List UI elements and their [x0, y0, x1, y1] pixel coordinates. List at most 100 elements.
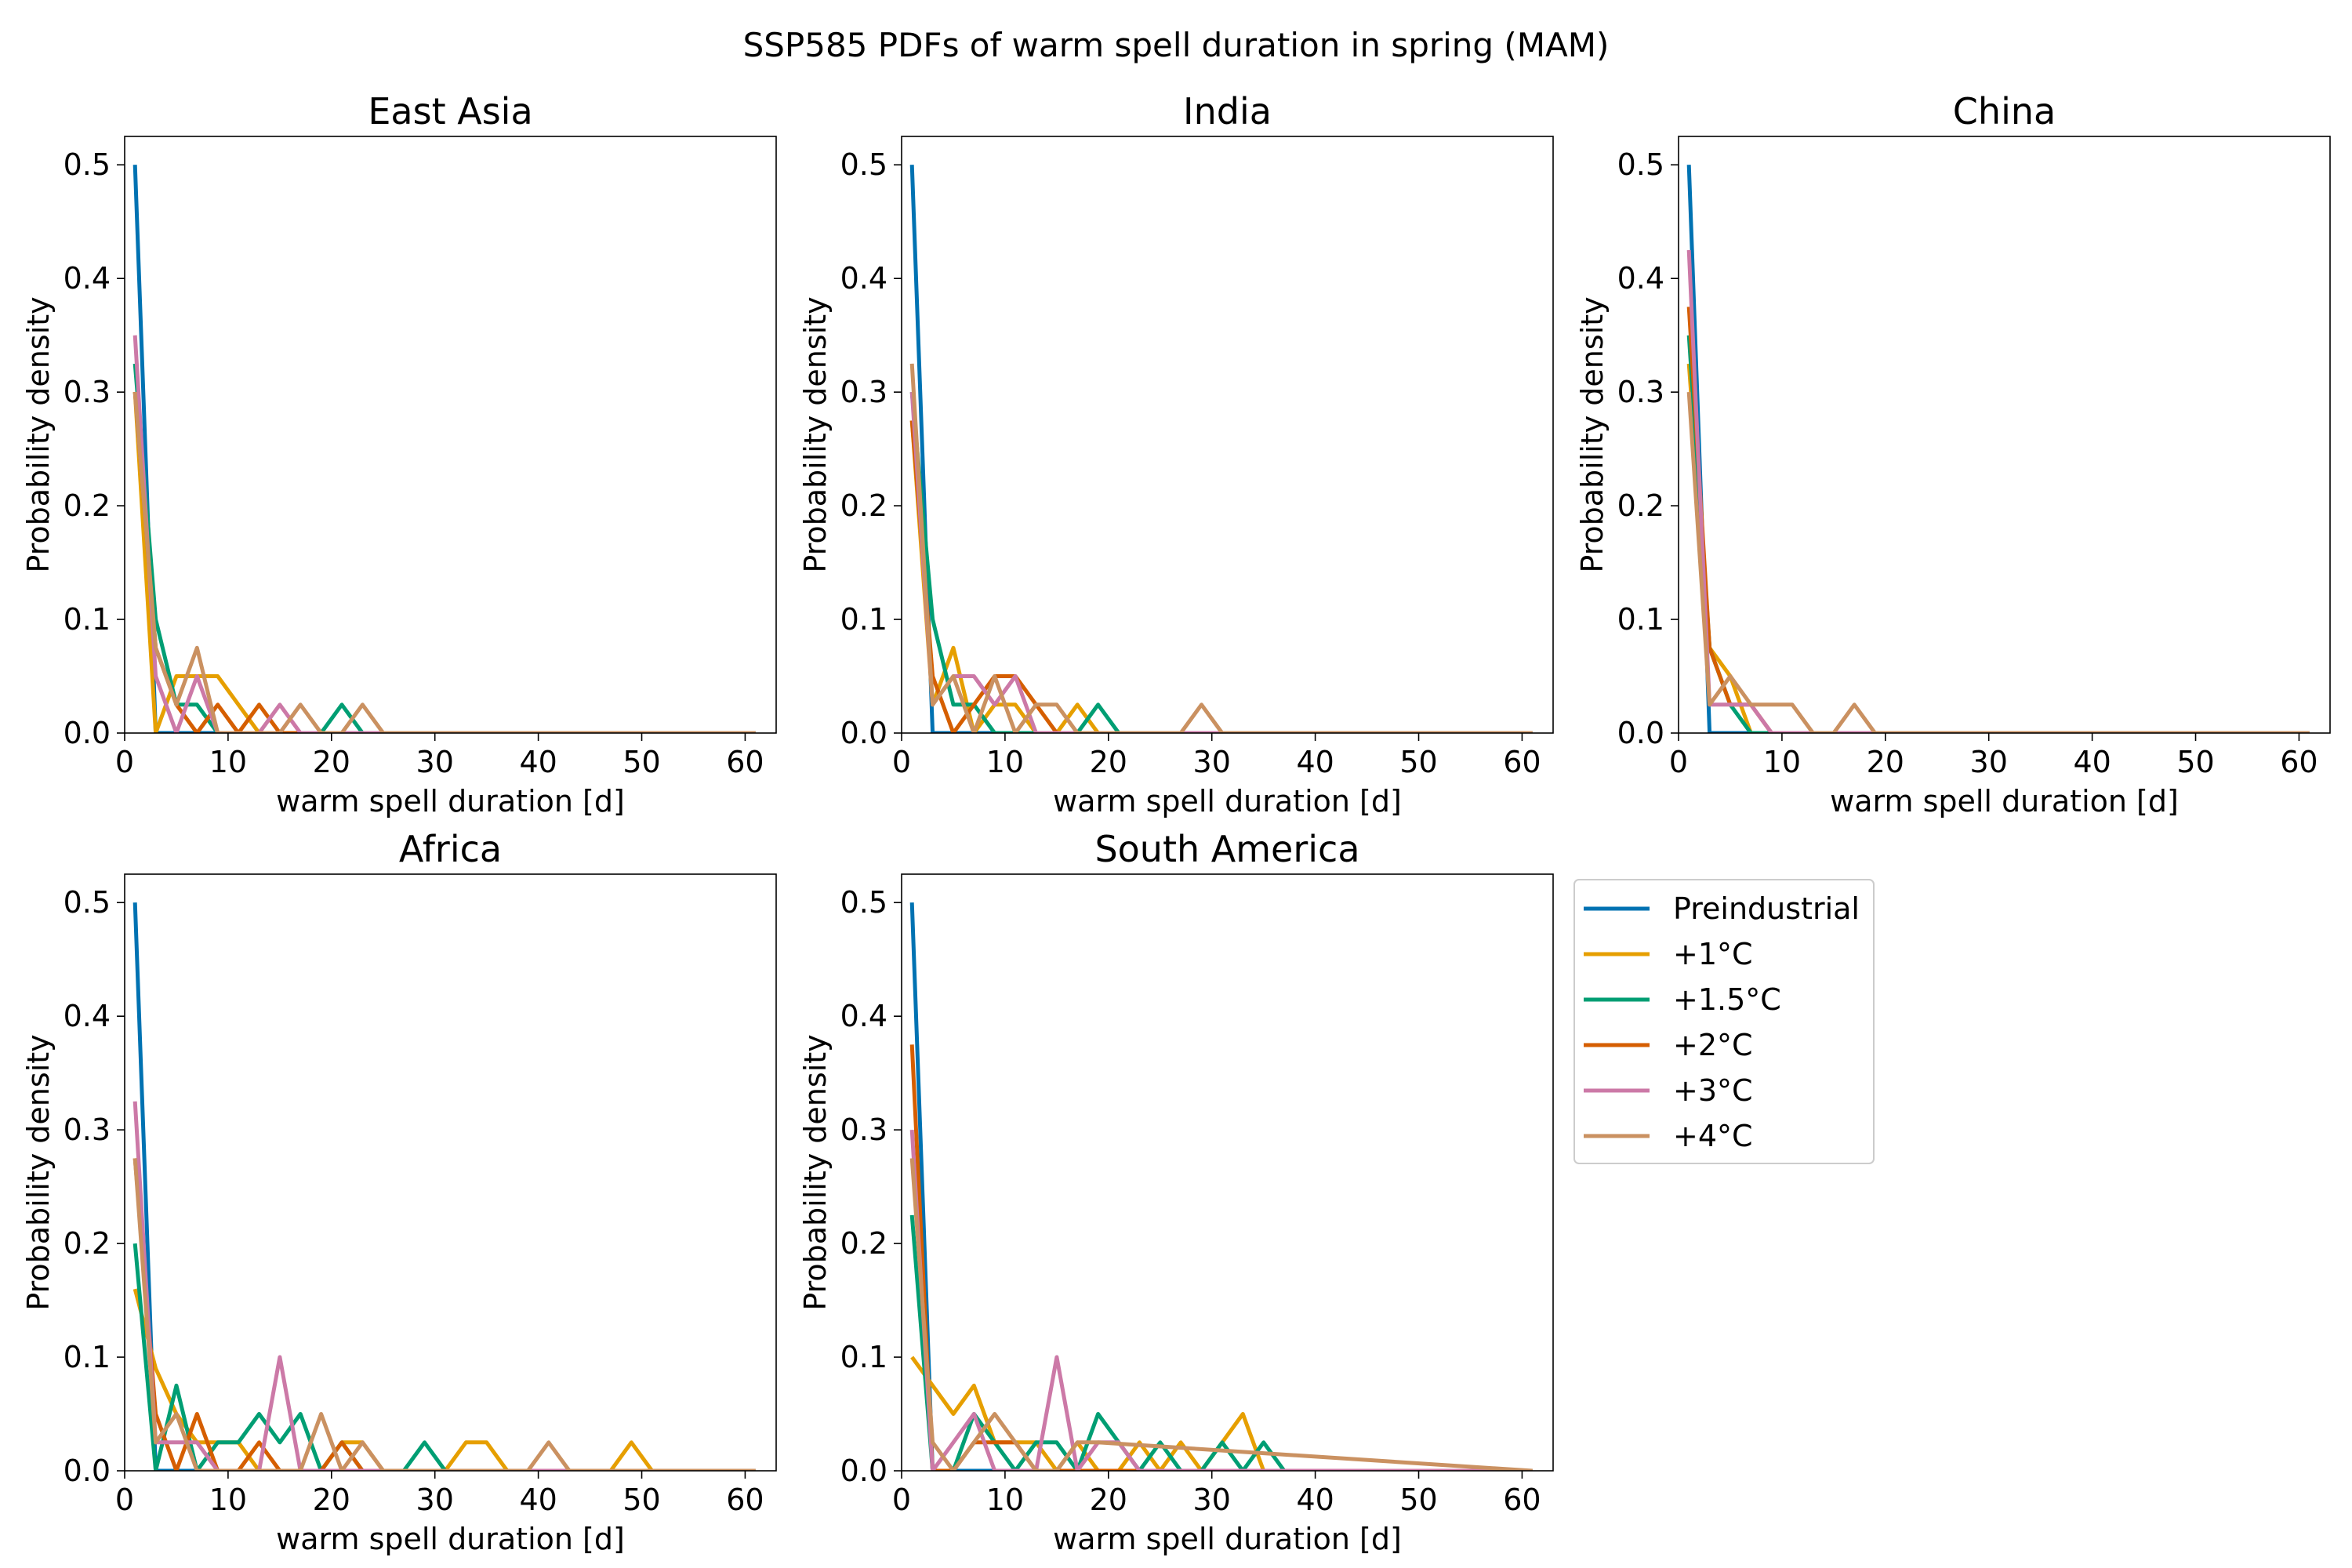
y-tick-label: 0.0	[64, 716, 111, 750]
series-line-plus-3c	[1686, 249, 2310, 733]
x-tick-label: 60	[1503, 745, 1541, 779]
series-line-plus-3c	[132, 1101, 756, 1471]
y-axis-label: Probability density	[21, 1034, 56, 1310]
y-tick-label: 0.1	[64, 602, 111, 637]
y-tick-label: 0.3	[840, 375, 887, 409]
x-tick-label: 30	[1193, 1483, 1231, 1517]
y-tick-label: 0.4	[64, 999, 111, 1033]
series-line-plus-2c	[1686, 307, 2310, 733]
series-line-plus-1c	[1686, 363, 2310, 733]
x-tick-label: 30	[1970, 745, 2008, 779]
legend-label-plus-4c: +4°C	[1673, 1119, 1753, 1153]
y-tick-label: 0.0	[1617, 716, 1664, 750]
x-tick-label: 40	[2073, 745, 2111, 779]
x-tick-label: 20	[313, 1483, 350, 1517]
y-tick-label: 0.1	[1617, 602, 1664, 637]
series-line-preindustrial	[909, 165, 1533, 733]
series-line-plus-1-5c	[132, 1243, 756, 1471]
x-tick-label: 60	[726, 745, 764, 779]
y-tick-label: 0.2	[1617, 488, 1664, 523]
x-tick-label: 0	[1669, 745, 1688, 779]
x-tick-label: 0	[892, 1483, 911, 1517]
x-tick-label: 20	[1090, 745, 1127, 779]
y-tick-label: 0.2	[64, 488, 111, 523]
y-axis-label: Probability density	[21, 296, 56, 572]
x-axis-label: warm spell duration [d]	[1053, 1522, 1402, 1556]
x-tick-label: 10	[1763, 745, 1801, 779]
axes-frame	[901, 873, 1554, 1472]
y-tick-label: 0.0	[64, 1454, 111, 1488]
y-tick-label: 0.3	[64, 375, 111, 409]
series-line-plus-4c	[909, 363, 1533, 733]
x-tick-label: 50	[2176, 745, 2214, 779]
series-line-preindustrial	[909, 902, 1533, 1471]
x-tick-label: 10	[209, 745, 247, 779]
x-tick-label: 10	[209, 1483, 247, 1517]
y-tick-label: 0.4	[840, 261, 887, 296]
x-tick-label: 30	[416, 1483, 454, 1517]
x-tick-label: 50	[622, 745, 660, 779]
x-axis-label: warm spell duration [d]	[1053, 784, 1402, 818]
panel-title: East Asia	[368, 90, 532, 132]
legend-label-plus-1c: +1°C	[1673, 937, 1753, 971]
x-axis-label: warm spell duration [d]	[276, 784, 625, 818]
series-group	[1686, 165, 2310, 733]
series-group	[132, 165, 756, 733]
y-axis-label: Probability density	[1575, 296, 1610, 572]
y-tick-label: 0.4	[64, 261, 111, 296]
x-tick-label: 0	[115, 745, 134, 779]
figure-title: SSP585 PDFs of warm spell duration in sp…	[743, 26, 1610, 64]
x-tick-label: 40	[519, 1483, 557, 1517]
x-tick-label: 50	[1399, 745, 1437, 779]
series-line-preindustrial	[1686, 165, 2310, 733]
y-tick-label: 0.5	[64, 147, 111, 182]
y-tick-label: 0.4	[840, 999, 887, 1033]
series-line-preindustrial	[132, 165, 756, 733]
y-tick-label: 0.5	[64, 885, 111, 920]
x-tick-label: 0	[115, 1483, 134, 1517]
x-tick-label: 20	[1090, 1483, 1127, 1517]
y-tick-label: 0.0	[840, 1454, 887, 1488]
legend-label-plus-2c: +2°C	[1673, 1028, 1753, 1062]
y-tick-label: 0.5	[1617, 147, 1664, 182]
y-tick-label: 0.2	[840, 488, 887, 523]
panel-title: Africa	[399, 828, 502, 870]
series-line-plus-1-5c	[909, 391, 1533, 733]
y-axis-label: Probability density	[798, 296, 833, 572]
x-tick-label: 60	[726, 1483, 764, 1517]
panel-india: India 0 10 20 30 40 50 60 0.0 0.1 0.2 0.3 0.4 0.5 warm…	[798, 90, 1554, 818]
series-line-plus-4c	[132, 1158, 756, 1471]
series-line-plus-2c	[909, 420, 1533, 733]
x-tick-label: 20	[1867, 745, 1904, 779]
x-tick-label: 30	[416, 745, 454, 779]
y-tick-label: 0.2	[64, 1226, 111, 1261]
y-axis-label: Probability density	[798, 1034, 833, 1310]
series-line-plus-2c	[132, 1158, 756, 1471]
y-tick-label: 0.4	[1617, 261, 1664, 296]
panel-title: South America	[1094, 828, 1359, 870]
panel-south-america: South America 0 10 20 30 40 50 60 0.0 0.1 0.2 0.3 0.…	[798, 828, 1554, 1556]
panel-east-asia: East Asia 0 10 20 30 40 50 60 0.0 0.1 0.2 0.3 0.4 0.5…	[21, 90, 777, 818]
x-tick-label: 10	[986, 1483, 1024, 1517]
x-tick-label: 50	[1399, 1483, 1437, 1517]
legend: Preindustrial +1°C +1.5°C +2°C +3°C +4°C	[1573, 879, 1875, 1164]
y-tick-label: 0.2	[840, 1226, 887, 1261]
x-tick-label: 20	[313, 745, 350, 779]
x-axis-label: warm spell duration [d]	[1830, 784, 2179, 818]
panels: East Asia 0 10 20 30 40 50 60 0.0 0.1 0.2 0.3 0.4 0.5…	[21, 90, 2331, 1556]
y-tick-label: 0.0	[840, 716, 887, 750]
axes-frame	[901, 136, 1554, 734]
series-line-preindustrial	[132, 902, 756, 1471]
series-line-plus-2c	[132, 391, 756, 733]
panel-title: India	[1183, 90, 1272, 132]
series-line-plus-1-5c	[132, 363, 756, 733]
legend-label-preindustrial: Preindustrial	[1673, 891, 1860, 926]
y-tick-label: 0.1	[840, 602, 887, 637]
legend-label-plus-3c: +3°C	[1673, 1073, 1753, 1108]
y-tick-label: 0.5	[840, 147, 887, 182]
panel-africa: Africa 0 10 20 30 40 50 60 0.0 0.1 0.2 0.3 0.4 0.5 war…	[21, 828, 777, 1556]
panel-china: China 0 10 20 30 40 50 60 0.0 0.1 0.2 0.3 0.4 0.5 warm…	[1575, 90, 2331, 818]
series-line-plus-1-5c	[909, 1214, 1533, 1471]
series-line-plus-4c	[132, 391, 756, 733]
